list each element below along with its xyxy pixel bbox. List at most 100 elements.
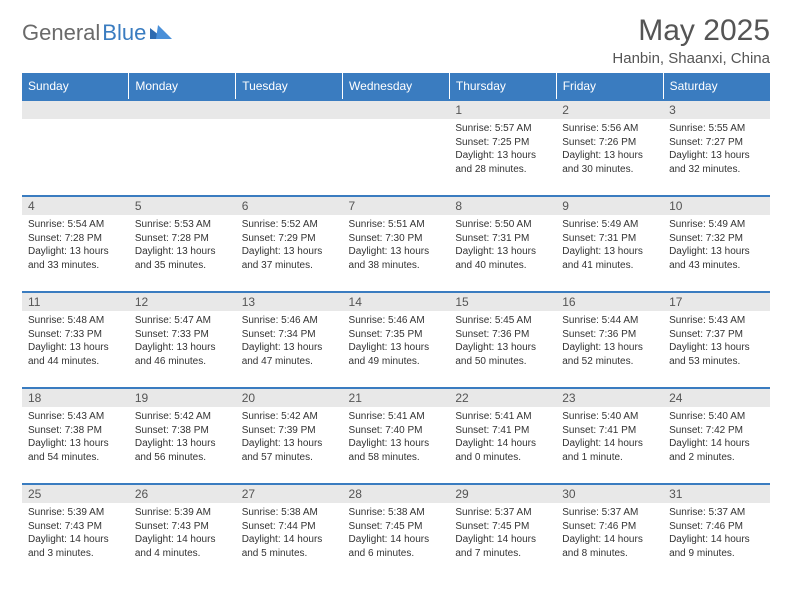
day-cell: 5Sunrise: 5:53 AMSunset: 7:28 PMDaylight…	[129, 196, 236, 292]
day-details: Sunrise: 5:52 AMSunset: 7:29 PMDaylight:…	[242, 218, 337, 272]
day-number: 22	[449, 389, 556, 407]
day-details: Sunrise: 5:47 AMSunset: 7:33 PMDaylight:…	[135, 314, 230, 368]
day-number: 31	[663, 485, 770, 503]
logo-triangle-icon	[150, 23, 172, 44]
day-details: Sunrise: 5:37 AMSunset: 7:46 PMDaylight:…	[669, 506, 764, 560]
day-cell: 6 Sunrise: 5:52 AMSunset: 7:29 PMDaylight…	[236, 196, 343, 292]
daynum-bar-empty	[343, 101, 450, 119]
day-number: 20	[236, 389, 343, 407]
day-details: Sunrise: 5:38 AMSunset: 7:44 PMDaylight:…	[242, 506, 337, 560]
day-details: Sunrise: 5:43 AMSunset: 7:38 PMDaylight:…	[28, 410, 123, 464]
day-cell: 17 Sunrise: 5:43 AMSunset: 7:37 PMDayligh…	[663, 292, 770, 388]
dow-thursday: Thursday	[449, 73, 556, 100]
day-details: Sunrise: 5:41 AMSunset: 7:40 PMDaylight:…	[349, 410, 444, 464]
day-cell: 2Sunrise: 5:56 AMSunset: 7:26 PMDaylight…	[556, 100, 663, 196]
dow-monday: Monday	[129, 73, 236, 100]
day-cell: 28 Sunrise: 5:38 AMSunset: 7:45 PMDayligh…	[343, 484, 450, 580]
day-number: 2	[556, 101, 663, 119]
month-title: May 2025	[612, 14, 770, 48]
week-row: 18 Sunrise: 5:43 AMSunset: 7:38 PMDayligh…	[22, 388, 770, 484]
day-cell: 4 Sunrise: 5:54 AMSunset: 7:28 PMDaylight…	[22, 196, 129, 292]
day-cell: 21Sunrise: 5:41 AMSunset: 7:40 PMDayligh…	[343, 388, 450, 484]
calendar-body: 1Sunrise: 5:57 AMSunset: 7:25 PMDaylight…	[22, 100, 770, 580]
day-number: 24	[663, 389, 770, 407]
day-cell: 16Sunrise: 5:44 AMSunset: 7:36 PMDayligh…	[556, 292, 663, 388]
day-cell: 30Sunrise: 5:37 AMSunset: 7:46 PMDayligh…	[556, 484, 663, 580]
daynum-bar-empty	[22, 101, 129, 119]
day-cell: 15Sunrise: 5:45 AMSunset: 7:36 PMDayligh…	[449, 292, 556, 388]
daynum-bar-empty	[236, 101, 343, 119]
day-cell	[236, 100, 343, 196]
calendar-table: Sunday Monday Tuesday Wednesday Thursday…	[22, 73, 770, 580]
day-details: Sunrise: 5:43 AMSunset: 7:37 PMDaylight:…	[669, 314, 764, 368]
day-details: Sunrise: 5:50 AMSunset: 7:31 PMDaylight:…	[455, 218, 550, 272]
day-number: 28	[343, 485, 450, 503]
day-cell: 8 Sunrise: 5:50 AMSunset: 7:31 PMDaylight…	[449, 196, 556, 292]
day-cell: 25 Sunrise: 5:39 AMSunset: 7:43 PMDayligh…	[22, 484, 129, 580]
day-cell	[22, 100, 129, 196]
day-details: Sunrise: 5:39 AMSunset: 7:43 PMDaylight:…	[28, 506, 123, 560]
day-details: Sunrise: 5:40 AMSunset: 7:42 PMDaylight:…	[669, 410, 764, 464]
day-cell: 19Sunrise: 5:42 AMSunset: 7:38 PMDayligh…	[129, 388, 236, 484]
header-row: GeneralBlue May 2025 Hanbin, Shaanxi, Ch…	[22, 14, 770, 67]
day-number: 6	[236, 197, 343, 215]
day-cell: 3 Sunrise: 5:55 AMSunset: 7:27 PMDaylight…	[663, 100, 770, 196]
day-cell: 26Sunrise: 5:39 AMSunset: 7:43 PMDayligh…	[129, 484, 236, 580]
day-details: Sunrise: 5:53 AMSunset: 7:28 PMDaylight:…	[135, 218, 230, 272]
day-details: Sunrise: 5:55 AMSunset: 7:27 PMDaylight:…	[669, 122, 764, 176]
day-details: Sunrise: 5:40 AMSunset: 7:41 PMDaylight:…	[562, 410, 657, 464]
day-cell: 12 Sunrise: 5:47 AMSunset: 7:33 PMDayligh…	[129, 292, 236, 388]
day-details: Sunrise: 5:41 AMSunset: 7:41 PMDaylight:…	[455, 410, 550, 464]
day-details: Sunrise: 5:37 AMSunset: 7:45 PMDaylight:…	[455, 506, 550, 560]
week-row: 11 Sunrise: 5:48 AMSunset: 7:33 PMDayligh…	[22, 292, 770, 388]
day-cell: 7Sunrise: 5:51 AMSunset: 7:30 PMDaylight…	[343, 196, 450, 292]
day-number: 11	[22, 293, 129, 311]
day-number: 12	[129, 293, 236, 311]
day-number: 8	[449, 197, 556, 215]
daynum-bar-empty	[129, 101, 236, 119]
day-cell	[129, 100, 236, 196]
day-details: Sunrise: 5:49 AMSunset: 7:32 PMDaylight:…	[669, 218, 764, 272]
day-cell: 20 Sunrise: 5:42 AMSunset: 7:39 PMDayligh…	[236, 388, 343, 484]
day-details: Sunrise: 5:42 AMSunset: 7:39 PMDaylight:…	[242, 410, 337, 464]
day-number: 10	[663, 197, 770, 215]
day-number: 13	[236, 293, 343, 311]
dow-saturday: Saturday	[663, 73, 770, 100]
day-details: Sunrise: 5:54 AMSunset: 7:28 PMDaylight:…	[28, 218, 123, 272]
day-number: 29	[449, 485, 556, 503]
dow-tuesday: Tuesday	[236, 73, 343, 100]
page-container: GeneralBlue May 2025 Hanbin, Shaanxi, Ch…	[0, 0, 792, 594]
day-cell: 18 Sunrise: 5:43 AMSunset: 7:38 PMDayligh…	[22, 388, 129, 484]
day-number: 27	[236, 485, 343, 503]
dow-sunday: Sunday	[22, 73, 129, 100]
logo-text-blue: Blue	[102, 20, 146, 46]
day-details: Sunrise: 5:57 AMSunset: 7:25 PMDaylight:…	[455, 122, 550, 176]
day-details: Sunrise: 5:51 AMSunset: 7:30 PMDaylight:…	[349, 218, 444, 272]
logo: GeneralBlue	[22, 20, 172, 46]
week-row: 25 Sunrise: 5:39 AMSunset: 7:43 PMDayligh…	[22, 484, 770, 580]
day-number: 25	[22, 485, 129, 503]
day-cell: 29 Sunrise: 5:37 AMSunset: 7:45 PMDayligh…	[449, 484, 556, 580]
day-cell: 22 Sunrise: 5:41 AMSunset: 7:41 PMDayligh…	[449, 388, 556, 484]
day-details: Sunrise: 5:49 AMSunset: 7:31 PMDaylight:…	[562, 218, 657, 272]
day-number: 3	[663, 101, 770, 119]
day-details: Sunrise: 5:46 AMSunset: 7:35 PMDaylight:…	[349, 314, 444, 368]
day-cell: 9 Sunrise: 5:49 AMSunset: 7:31 PMDaylight…	[556, 196, 663, 292]
day-cell: 23Sunrise: 5:40 AMSunset: 7:41 PMDayligh…	[556, 388, 663, 484]
day-number: 9	[556, 197, 663, 215]
week-row: 1Sunrise: 5:57 AMSunset: 7:25 PMDaylight…	[22, 100, 770, 196]
day-details: Sunrise: 5:38 AMSunset: 7:45 PMDaylight:…	[349, 506, 444, 560]
day-details: Sunrise: 5:42 AMSunset: 7:38 PMDaylight:…	[135, 410, 230, 464]
location-text: Hanbin, Shaanxi, China	[612, 50, 770, 67]
day-details: Sunrise: 5:37 AMSunset: 7:46 PMDaylight:…	[562, 506, 657, 560]
day-number: 18	[22, 389, 129, 407]
logo-text-general: General	[22, 20, 100, 46]
day-of-week-row: Sunday Monday Tuesday Wednesday Thursday…	[22, 73, 770, 100]
day-number: 17	[663, 293, 770, 311]
day-cell: 31 Sunrise: 5:37 AMSunset: 7:46 PMDayligh…	[663, 484, 770, 580]
dow-wednesday: Wednesday	[343, 73, 450, 100]
day-details: Sunrise: 5:48 AMSunset: 7:33 PMDaylight:…	[28, 314, 123, 368]
day-details: Sunrise: 5:44 AMSunset: 7:36 PMDaylight:…	[562, 314, 657, 368]
day-number: 4	[22, 197, 129, 215]
day-number: 26	[129, 485, 236, 503]
